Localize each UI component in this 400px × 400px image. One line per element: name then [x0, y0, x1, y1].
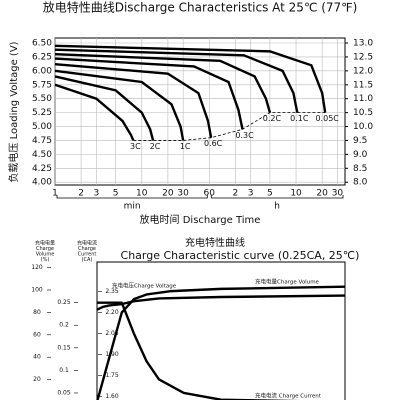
curve-label: 0.6C: [204, 139, 223, 148]
y-tick-label: 6.25: [32, 52, 52, 62]
x-tick-label: 2: [78, 189, 84, 199]
discharge-curve: [54, 62, 213, 138]
unit-bracket: [210, 195, 344, 199]
chart-title: 放电特性曲线Discharge Characteristics At 25℃ (…: [43, 0, 358, 15]
y-tick-label: 5.50: [32, 94, 52, 104]
y-tick-label: 20: [33, 376, 41, 383]
axis-heading: (%): [41, 257, 50, 263]
axis-heading: 充电电量: [35, 240, 55, 247]
discharge-curve: [54, 52, 272, 113]
x-tick-label: 5: [267, 189, 273, 199]
x-tick-label: 60: [204, 189, 216, 199]
charge-curve: [97, 301, 302, 400]
axis-heading: (CA): [82, 257, 93, 263]
y-tick-label: 4.25: [32, 164, 52, 174]
axis-heading: Volume: [36, 252, 55, 258]
x-tick-label: 3: [248, 189, 254, 199]
y2-tick-label: 13.0: [353, 39, 373, 49]
y2-tick-label: 11.5: [353, 80, 373, 90]
y-tick-label: 100: [31, 287, 43, 294]
curve-label: 充电电量Charge Volume: [255, 278, 320, 286]
discharge-curve: [54, 48, 299, 113]
x-tick-label: 10: [290, 189, 302, 199]
charge-curve: [96, 294, 346, 311]
curve-label: 1C: [180, 142, 191, 151]
x-axis-label: 放电时间 Discharge Time: [140, 213, 261, 226]
y2-tick-label: 9.5: [353, 136, 367, 146]
y-tick-label: 2.20: [105, 309, 119, 316]
y-tick-label: 1.90: [105, 351, 119, 358]
x-tick-label: 20: [162, 189, 174, 199]
curve-label: 0.1C: [290, 114, 309, 123]
y-tick-label: 1.60: [105, 393, 119, 400]
chart-subtitle: Charge Characteristic curve (0.25CA, 25℃…: [121, 249, 360, 262]
y-tick-label: 6.00: [32, 66, 52, 76]
curve-label: 充电电流 Charge Current: [255, 392, 322, 400]
y-tick-label: 2.05: [105, 330, 119, 337]
y2-tick-label: 11.0: [353, 94, 373, 104]
plot-frame: [96, 261, 346, 400]
x-tick-label: 1: [52, 189, 58, 199]
x-tick-label: 10: [136, 189, 148, 199]
y2-tick-label: 12.5: [353, 52, 373, 62]
discharge-curve: [54, 57, 244, 130]
unit-label: min: [124, 202, 141, 212]
y-tick-label: 5.25: [32, 108, 52, 118]
curve-label: 0.3C: [235, 131, 254, 140]
x-tick-label: 20: [316, 189, 328, 199]
y-axis-label: 负载电压 Loading Voltage (V): [7, 41, 20, 182]
y2-tick-label: 8.0: [353, 178, 368, 188]
y-tick-label: 6.50: [32, 39, 52, 49]
y2-tick-label: 12.0: [353, 66, 373, 76]
y-tick-label: 5.00: [32, 122, 52, 132]
x-tick-label: 5: [113, 189, 119, 199]
y-tick-label: 2.35: [105, 288, 119, 295]
x-tick-label: 30: [332, 189, 344, 199]
axis-heading: Current: [78, 252, 97, 258]
discharge-curve: [54, 83, 135, 141]
discharge-curve: [54, 44, 327, 113]
x-tick-label: 3: [94, 189, 100, 199]
chart-title: 充电特性曲线: [185, 236, 245, 249]
curve-label: 2C: [150, 142, 161, 151]
discharge-curve: [54, 69, 185, 141]
curve-label: 充电电压Charge Voltage: [112, 282, 177, 290]
axis-heading: Charge: [78, 246, 96, 252]
y-tick-label: 0.2: [59, 322, 69, 329]
y-tick-label: 4.75: [32, 136, 52, 146]
y-tick-label: 60: [33, 331, 41, 338]
axis-heading: Charge: [36, 246, 54, 252]
y-tick-label: 120: [31, 264, 43, 271]
y-tick-label: 0.1: [59, 367, 69, 374]
y-tick-label: 0.05: [57, 389, 71, 396]
y-tick-label: 1.75: [105, 372, 119, 379]
y-tick-label: 80: [33, 309, 41, 316]
y2-tick-label: 9.0: [353, 150, 368, 160]
y-tick-label: 5.75: [32, 80, 52, 90]
x-tick-label: 30: [177, 189, 189, 199]
y-tick-label: 40: [33, 354, 41, 361]
discharge-curve: [54, 75, 155, 141]
y2-tick-label: 10.5: [353, 108, 373, 118]
x-tick-label: 2: [233, 189, 239, 199]
y2-tick-label: 10.0: [353, 122, 373, 132]
curve-label: 3C: [130, 142, 141, 151]
charge-curve: [96, 285, 346, 400]
unit-bracket: [56, 195, 208, 199]
curve-label: 0.2C: [263, 114, 282, 123]
y2-tick-label: 8.5: [353, 164, 367, 174]
cutoff-line: [133, 112, 326, 141]
y-tick-label: 0.25: [57, 299, 71, 306]
y-tick-label: 4.00: [32, 178, 52, 188]
y-tick-label: 4.50: [32, 150, 52, 160]
y-tick-label: 0.15: [57, 344, 71, 351]
axis-heading: 充电电流: [77, 240, 97, 247]
unit-label: h: [274, 202, 280, 212]
curve-label: 0.05C: [315, 114, 339, 123]
